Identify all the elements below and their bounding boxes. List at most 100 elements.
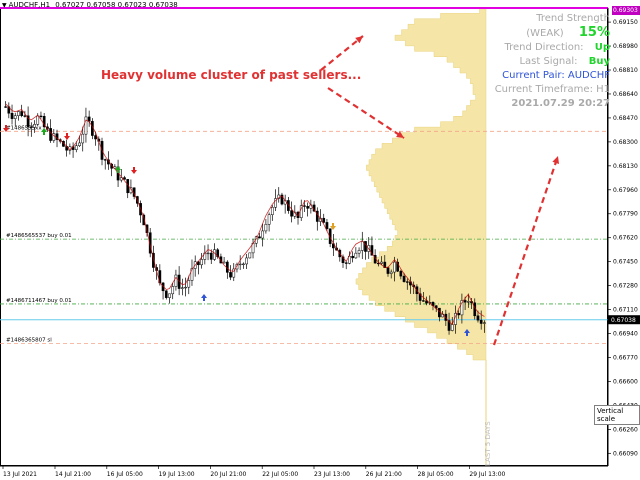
annotation-arrow-head xyxy=(396,131,404,138)
price-tick-label: 0.67110 xyxy=(613,307,638,314)
candle-body xyxy=(200,259,203,266)
chart-header-arrow-icon: ▼ xyxy=(2,2,7,9)
candle-body xyxy=(33,124,36,128)
candle xyxy=(129,179,133,195)
candle-body xyxy=(479,319,483,324)
signal-arrows xyxy=(3,125,470,336)
candle xyxy=(17,110,20,121)
candle xyxy=(405,278,409,290)
candle xyxy=(280,192,284,206)
candle-body xyxy=(209,252,213,260)
candle xyxy=(447,312,451,335)
candle-body xyxy=(267,214,271,225)
exit-arrow-icon xyxy=(330,223,336,230)
candle-body xyxy=(418,293,422,301)
chart-header: ▼ AUDCHF,H1 0.67027 0.67058 0.67023 0.670… xyxy=(2,1,178,9)
candle-body xyxy=(354,252,358,259)
candle-body xyxy=(20,111,24,116)
price-tick-label: 0.66770 xyxy=(613,354,638,361)
candle xyxy=(383,255,387,268)
candle xyxy=(94,131,97,146)
candle-body xyxy=(219,256,223,264)
order-level-label: #1486365807 sl xyxy=(6,337,52,343)
candle xyxy=(49,119,52,143)
candle-body xyxy=(94,135,97,140)
candle-body xyxy=(450,324,454,331)
candle-body xyxy=(264,224,268,232)
time-tick-label: 14 Jul 21:00 xyxy=(55,471,91,478)
order-levels: #1486555xx tp#1486565537 buy 0.01#148671… xyxy=(0,7,608,344)
price-axis[interactable]: 0.69150 0.68980 0.68810 0.68640 0.68470 0.683… xyxy=(607,8,640,468)
candle xyxy=(258,232,261,239)
candle-body xyxy=(360,241,364,251)
candle-body xyxy=(190,268,194,281)
candle xyxy=(393,256,396,282)
time-tick-label: 29 Jul 13:00 xyxy=(469,471,505,478)
candle xyxy=(222,256,226,264)
price-tick-label: 0.66600 xyxy=(613,378,638,385)
candle xyxy=(251,238,255,259)
candle-body xyxy=(187,280,191,288)
candle xyxy=(245,253,248,269)
last-signal-label: Last Signal: xyxy=(519,56,578,67)
order-level-label: #1486565537 buy 0.01 xyxy=(6,233,72,239)
candle xyxy=(206,244,210,261)
candle-body xyxy=(402,275,406,282)
candle xyxy=(161,282,165,300)
candle-body xyxy=(348,255,351,264)
last-signal-value: Buy xyxy=(588,56,610,67)
order-level-label: #1486711467 buy 0.01 xyxy=(6,298,72,304)
candle-body xyxy=(389,271,393,274)
candle-body xyxy=(460,300,464,316)
moving-average-line xyxy=(5,103,485,325)
candle xyxy=(126,179,130,199)
candle-body xyxy=(42,116,46,128)
time-axis[interactable]: 13 Jul 2021 14 Jul 21:00 16 Jul 05:00 19 Ju… xyxy=(0,465,608,478)
annotation-arrow-shaft xyxy=(320,35,364,71)
price-tick-label: 0.68130 xyxy=(613,163,638,170)
candle xyxy=(74,141,78,153)
vertical-scale-button[interactable]: Vertical scale xyxy=(594,405,640,425)
candle-body xyxy=(232,268,236,278)
buy-arrow-icon xyxy=(115,166,121,173)
candle-body xyxy=(238,263,242,266)
annotation-arrow xyxy=(327,87,405,139)
candle xyxy=(425,296,428,306)
candle xyxy=(20,104,24,118)
price-tick-label: 0.67960 xyxy=(613,187,638,194)
price-tick-label: 0.68470 xyxy=(613,115,638,122)
candle-body xyxy=(364,241,367,252)
candle xyxy=(65,139,69,157)
candle-body xyxy=(242,263,245,265)
buy-arrow-icon xyxy=(41,128,47,135)
candle xyxy=(296,210,300,225)
candle-body xyxy=(23,115,27,117)
annotation-arrow-head xyxy=(552,156,559,164)
candle-body xyxy=(466,301,470,303)
candle xyxy=(81,126,85,152)
candle xyxy=(229,265,232,281)
candle xyxy=(7,102,11,119)
candle-body xyxy=(383,261,387,268)
candle xyxy=(174,269,178,291)
sell-arrow-icon xyxy=(3,125,9,132)
candle-body xyxy=(81,133,85,144)
candle-body xyxy=(280,194,284,205)
candle xyxy=(306,202,310,217)
candle xyxy=(13,112,17,127)
candle xyxy=(238,255,242,270)
candle-body xyxy=(180,287,184,289)
candle xyxy=(360,231,364,260)
candle xyxy=(235,262,239,273)
candle-body xyxy=(123,177,126,180)
candle-body xyxy=(87,116,91,122)
candle xyxy=(103,158,107,170)
candle xyxy=(283,194,287,214)
buy-arrow-icon xyxy=(464,329,470,336)
candle xyxy=(71,142,75,158)
price-tick-label: 0.67790 xyxy=(613,211,638,218)
candle-body xyxy=(351,255,354,259)
candle xyxy=(197,260,200,275)
candle-body xyxy=(148,232,152,254)
